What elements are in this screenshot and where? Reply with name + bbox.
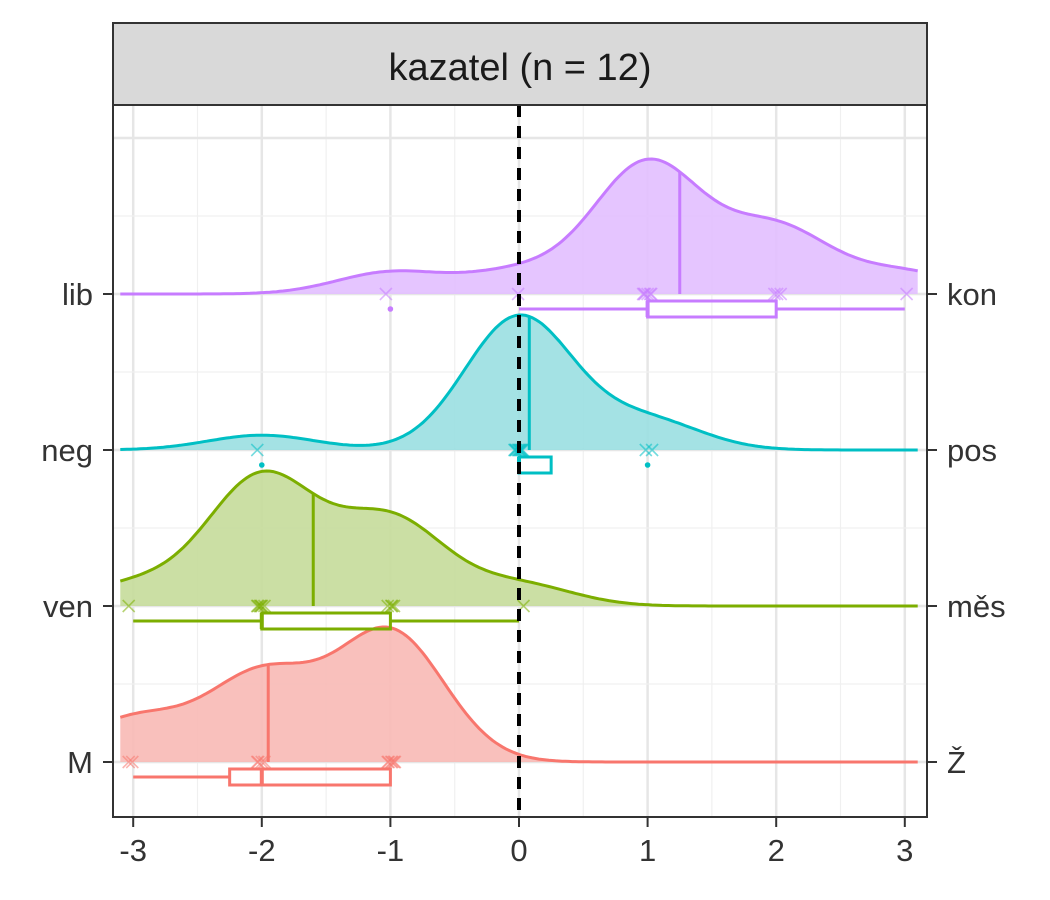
box-M: [228, 767, 392, 787]
x-tick-label: -1: [377, 833, 405, 868]
data-point-ven: [255, 599, 269, 613]
strip-background: [112, 22, 928, 106]
density-line-M: [119, 625, 918, 764]
chart-title: kazatel (n = 12): [389, 47, 652, 89]
data-point-ven: [385, 599, 399, 613]
data-point-ven: [253, 599, 267, 613]
data-point-ven: [381, 599, 395, 613]
data-point-M: [122, 755, 136, 769]
outlier-neg: [259, 462, 265, 468]
x-tick-label: -3: [119, 833, 147, 868]
y-label-left-neg: neg: [41, 433, 93, 468]
data-point-M: [125, 755, 139, 769]
data-point-lib: [900, 287, 914, 301]
density-area-ven: [120, 471, 918, 606]
data-point-lib: [767, 287, 781, 301]
data-point-lib: [379, 287, 393, 301]
series-ven: [119, 469, 918, 631]
x-tick-label: 1: [639, 833, 656, 868]
data-point-ven: [250, 599, 264, 613]
data-point-neg: [250, 443, 264, 457]
x-tick-label: -2: [248, 833, 276, 868]
x-tick-label: 0: [510, 833, 527, 868]
y-label-left-ven: ven: [43, 589, 93, 624]
data-point-neg: [645, 443, 659, 457]
data-point-lib: [638, 287, 652, 301]
series-M: [119, 625, 918, 787]
y-label-right-měs: měs: [947, 589, 1006, 624]
outlier-lib: [387, 306, 394, 312]
data-point-M: [388, 755, 402, 769]
data-point-lib: [636, 287, 650, 301]
box-neg: [517, 455, 553, 475]
density-area-lib: [120, 159, 918, 294]
data-point-lib: [774, 287, 788, 301]
y-label-right-Ž: Ž: [947, 745, 966, 780]
data-point-M: [250, 755, 264, 769]
x-tick-label: 3: [896, 833, 913, 868]
y-label-right-pos: pos: [947, 433, 997, 468]
y-label-right-kon: kon: [947, 277, 997, 312]
y-label-left-lib: lib: [62, 277, 93, 312]
density-area-M: [120, 627, 918, 762]
density-line-ven: [119, 469, 918, 608]
data-point-ven: [387, 599, 401, 613]
data-point-M: [382, 755, 396, 769]
data-point-lib: [770, 287, 784, 301]
data-point-ven: [122, 599, 136, 613]
x-tick-label: 2: [768, 833, 785, 868]
data-point-M: [255, 755, 269, 769]
y-label-left-M: M: [67, 745, 93, 780]
outlier-neg: [644, 462, 651, 468]
data-point-M: [385, 755, 399, 769]
data-point-neg: [639, 443, 653, 457]
data-point-lib: [641, 287, 655, 301]
